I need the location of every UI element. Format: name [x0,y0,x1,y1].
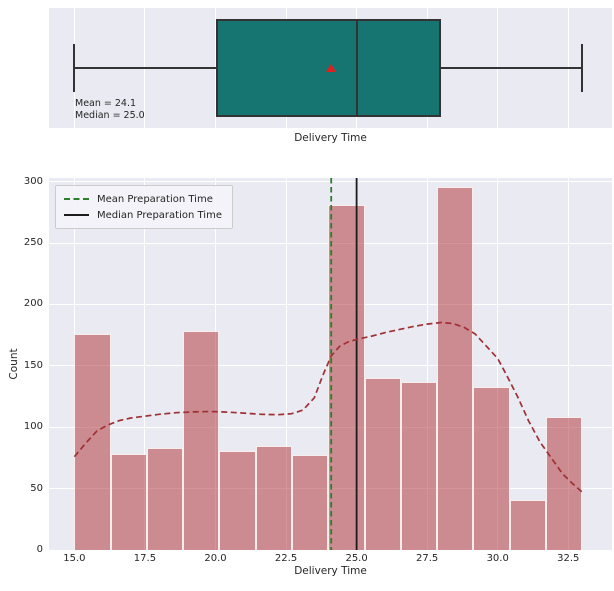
x-tick-label: 32.5 [557,553,580,564]
y-tick-label: 100 [23,421,43,433]
mean-annotation: Mean = 24.1 [75,98,137,109]
boxplot-axes: Mean = 24.1 Median = 25.0 [49,8,612,128]
x-tick-label: 15.0 [63,553,86,564]
gridline-horizontal [49,549,612,551]
histogram-bar [509,499,546,550]
legend: Mean Preparation Time Median Preparation… [55,185,233,229]
x-tick-labels: 15.0 17.5 20.0 22.5 25.0 27.5 30.0 32.5 [49,553,612,567]
histogram-ylabel: Count [8,348,20,380]
boxplot-xlabel: Delivery Time [294,132,367,144]
whisker-cap-high [581,44,584,92]
legend-item-mean: Mean Preparation Time [64,191,222,207]
median-annotation: Median = 25.0 [75,109,145,121]
y-tick-label: 0 [36,544,43,555]
y-tick-label: 300 [23,175,43,187]
histogram-bar [219,450,256,550]
y-tick-labels: 0 50 100 150 200 250 300 [0,175,43,555]
x-tick-label: 25.0 [345,553,368,564]
histogram-bar [146,448,184,550]
y-tick-label: 50 [30,482,43,494]
histogram-bar [110,454,147,550]
histogram-bar [364,378,401,550]
x-tick-label: 27.5 [416,553,439,564]
histogram-bar [328,205,365,550]
legend-line-solid-black [64,214,89,216]
histogram-bar [255,445,292,550]
y-tick-label: 200 [23,298,43,310]
histogram-bar [437,186,474,550]
mean-marker [326,64,337,72]
histogram-bar [291,455,329,550]
histogram-bar [400,381,438,550]
y-tick-label: 150 [23,359,43,371]
boxplot-annotation: Mean = 24.1 Median = 25.0 [75,98,145,121]
gridline-horizontal [49,181,612,183]
legend-line-dashed-green [64,198,89,200]
legend-label-mean: Mean Preparation Time [97,193,213,205]
histogram-bar [545,417,583,550]
histogram-bar [74,333,111,550]
histogram-axes: Mean Preparation Time Median Preparation… [49,178,612,551]
histogram-xlabel: Delivery Time [294,565,367,577]
median-line [355,19,358,117]
legend-label-median: Median Preparation Time [97,209,222,221]
histogram-bar [473,386,510,550]
x-tick-label: 30.0 [486,553,509,564]
legend-item-median: Median Preparation Time [64,207,222,223]
x-tick-label: 17.5 [133,553,157,564]
whisker-cap-low [73,44,76,92]
x-tick-label: 20.0 [204,553,227,564]
histogram-bar [183,331,220,550]
x-tick-label: 22.5 [274,553,298,564]
y-tick-label: 250 [23,237,43,249]
